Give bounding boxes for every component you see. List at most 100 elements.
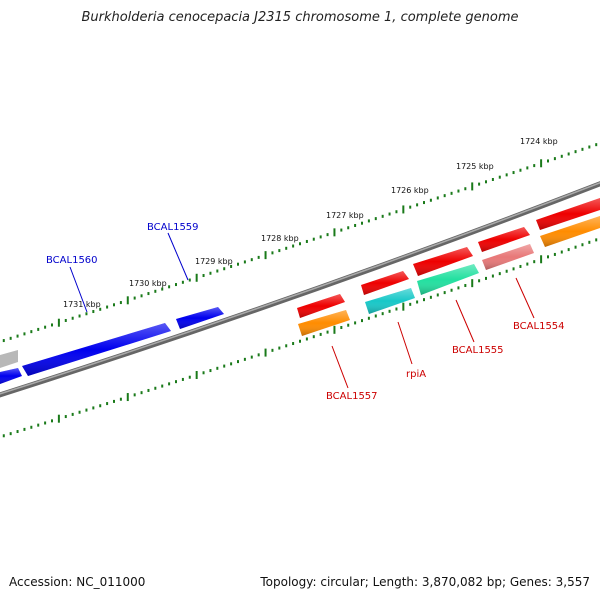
ruler-minor-tick [271,348,274,352]
gene-red-5[interactable] [536,198,600,230]
ruler-minor-tick [416,203,419,207]
ruler-minor-tick [237,262,239,266]
gene-red-3[interactable] [413,247,473,276]
ruler-minor-tick [491,177,494,181]
ruler-minor-tick [223,364,226,368]
ruler-minor-tick [168,382,171,386]
ruler-minor-tick [305,239,308,243]
ruler-minor-tick [361,319,363,323]
ruler-minor-tick [361,221,363,225]
ruler-minor-tick [423,298,425,302]
ruler-major-tick [402,302,405,311]
ruler-minor-tick [498,272,501,276]
ruler-minor-tick [381,214,384,218]
map-title: Burkholderia cenocepacia J2315 chromosom… [81,10,519,25]
ruler-minor-tick [113,303,115,307]
ruler-minor-tick [161,384,164,388]
genome-summary: Topology: circular; Length: 3,870,082 bp… [260,575,590,589]
gene-red-2[interactable] [361,271,409,295]
ruler-minor-tick [85,312,88,316]
ruler-minor-tick [505,173,508,177]
ruler-minor-tick [16,334,19,338]
tick-label-1731: 1731 kbp [63,300,101,309]
ruler-major-tick [126,296,129,305]
ruler-minor-tick [99,307,102,311]
ruler-minor-tick [216,269,219,273]
ruler-minor-tick [278,346,281,350]
gene-bcal1555[interactable] [417,264,479,295]
ruler-minor-tick [64,318,67,322]
gene-bcal1554[interactable] [482,244,534,270]
gene-label-bcal1554[interactable]: BCAL1554 [513,321,565,332]
gene-left-blue[interactable] [0,368,22,384]
gene-label-bcal1557[interactable]: BCAL1557 [326,391,378,402]
ruler-minor-tick [367,316,370,320]
ruler-minor-tick [512,267,515,271]
leader-bcal1559 [167,232,189,281]
ruler-minor-tick [450,191,453,195]
leader-rpiA [397,321,413,365]
ruler-minor-tick [367,219,370,223]
gene-label-bcal1555[interactable]: BCAL1555 [452,345,504,356]
ruler-minor-tick [560,154,563,158]
ruler-minor-tick [154,289,157,293]
ruler-minor-tick [457,189,460,193]
gene-label-rpiA[interactable]: rpiA [406,369,426,380]
ruler-major-tick [471,279,474,288]
tick-label-1724: 1724 kbp [520,137,558,146]
gene-red-4[interactable] [478,227,530,252]
gene-bcal1557-red[interactable] [297,294,345,318]
ruler-minor-tick [423,201,425,205]
ruler-minor-tick [512,171,515,175]
ruler-minor-tick [140,294,143,298]
ruler-minor-tick [319,332,322,336]
ruler-minor-tick [581,147,584,151]
ruler-minor-tick [78,314,81,318]
ruler-minor-tick [30,330,33,334]
ruler-minor-tick [464,187,467,191]
gene-bcal1559[interactable] [176,307,224,329]
ruler-minor-tick [37,327,40,331]
ruler-minor-tick [243,357,246,361]
gene-label-bcal1560[interactable]: BCAL1560 [46,255,98,266]
ruler-minor-tick [519,264,522,268]
gene-rpiA[interactable] [365,288,415,314]
ruler-major-tick [57,414,60,423]
gene-label-bcal1559[interactable]: BCAL1559 [147,222,199,233]
gene-left-gray[interactable] [0,350,18,368]
ruler-minor-tick [374,314,377,318]
genome-backbone [0,181,600,398]
genome-backbone-highlight [0,182,600,395]
ruler-minor-tick [257,255,260,259]
ruler-minor-tick [588,145,591,149]
ruler-minor-tick [9,336,12,340]
leader-bcal1555 [455,299,475,343]
ruler-minor-tick [175,283,177,287]
tick-label-1725: 1725 kbp [456,162,494,171]
ruler-minor-tick [51,323,53,327]
ruler-minor-tick [519,168,522,172]
ruler-minor-tick [547,255,549,259]
ruler-minor-tick [567,248,570,252]
ruler-minor-tick [202,274,205,278]
leader-bcal1560 [69,266,88,313]
ruler-minor-tick [319,235,322,239]
ruler-minor-tick [271,251,274,255]
ruler-minor-tick [9,432,12,436]
ruler-minor-tick [285,344,288,348]
ruler-minor-tick [44,421,47,425]
ruler-minor-tick [326,330,329,334]
ruler-minor-tick [243,260,246,264]
ruler-minor-tick [340,326,343,330]
ruler-minor-tick [140,391,143,395]
gene-bcal1557[interactable] [298,310,350,336]
ruler-minor-tick [161,287,164,291]
ruler-minor-tick [78,410,81,414]
gene-bcal1560[interactable] [22,323,171,376]
ruler-major-tick [402,205,405,214]
ruler-minor-tick [237,360,239,364]
accession-label: Accession: NC_011000 [9,575,146,589]
ruler-minor-tick [133,296,136,300]
gene-orange-right[interactable] [540,216,600,247]
